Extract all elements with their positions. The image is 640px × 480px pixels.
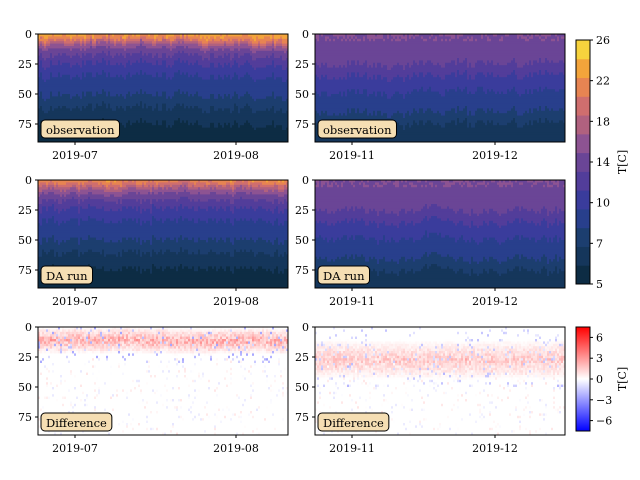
y-tick-label: 25 [295, 351, 309, 364]
plot-frame [314, 33, 566, 143]
panel-bottom-left: 0 25 50 75 2019-07 2019-08 Difference [18, 321, 289, 455]
y-tick-label: 50 [295, 381, 309, 394]
x-tick-label: 2019-08 [213, 149, 259, 162]
y-tick-label: 75 [295, 264, 309, 277]
colorbar-tick-label: −3 [596, 394, 612, 407]
plot-frame [314, 326, 566, 436]
y-tick-label: 0 [302, 321, 309, 334]
x-tick-label: 2019-12 [472, 295, 518, 308]
colorbar-tick-label: 18 [596, 115, 610, 128]
colorbar-segment [576, 190, 590, 210]
y-tick-label: 0 [25, 28, 32, 41]
colorbar-segment [576, 40, 590, 60]
heatmap-cells [315, 327, 565, 435]
colorbar-label: T[C] [616, 150, 629, 174]
x-tick-label: 2019-07 [52, 149, 98, 162]
x-tick-label: 2019-11 [329, 149, 375, 162]
colorbar-segment [576, 265, 590, 285]
colorbar-segment [576, 58, 590, 79]
colorbar-tick-label: 3 [596, 352, 603, 365]
y-tick-label: 50 [18, 88, 32, 101]
temperature-colorbar: 5 7 10 14 18 22 26 T[C] [575, 34, 629, 291]
heatmap-cells [38, 180, 288, 288]
y-tick-label: 25 [18, 351, 32, 364]
colorbar-segment [576, 77, 590, 97]
colorbar-segment [576, 246, 590, 266]
plot-frame [37, 33, 289, 143]
panel-label: observation [40, 119, 120, 139]
colorbar-segment [576, 96, 590, 116]
colorbar-tick-label: 0 [596, 373, 603, 386]
x-tick-label: 2019-12 [472, 442, 518, 455]
colorbar-tick-label: 5 [596, 278, 603, 291]
colorbar-segment [576, 133, 590, 154]
x-tick-label: 2019-08 [213, 442, 259, 455]
panel-middle-right: 0 25 50 75 2019-11 2019-12 DA run [295, 174, 566, 308]
y-tick-label: 0 [25, 174, 32, 187]
x-tick-label: 2019-11 [329, 295, 375, 308]
colorbar-segment [576, 208, 590, 229]
y-tick-label: 75 [18, 118, 32, 131]
x-tick-label: 2019-11 [329, 442, 375, 455]
y-tick-label: 50 [295, 88, 309, 101]
plot-frame [37, 179, 289, 289]
panel-label: DA run [40, 265, 93, 285]
x-tick-label: 2019-07 [52, 295, 98, 308]
y-tick-label: 50 [18, 381, 32, 394]
colorbar-segment [576, 171, 590, 191]
colorbar-tick-label: 6 [596, 331, 603, 344]
panel-label: Difference [40, 412, 113, 432]
colorbar-label: T[C] [616, 367, 629, 391]
panel-bottom-right: 0 25 50 75 2019-11 2019-12 Difference [295, 321, 566, 455]
y-tick-label: 75 [18, 411, 32, 424]
y-tick-label: 75 [18, 264, 32, 277]
colorbar-tick-label: 10 [596, 197, 610, 210]
colorbar-tick-label: 26 [596, 34, 610, 47]
plot-frame [37, 326, 289, 436]
y-tick-label: 50 [295, 234, 309, 247]
x-tick-label: 2019-07 [52, 442, 98, 455]
heatmap-cells [315, 34, 565, 142]
panel-middle-left: 0 25 50 75 2019-07 2019-08 DA run [18, 174, 289, 308]
colorbar-tick-label: 22 [596, 75, 610, 88]
colorbar-segment [576, 115, 590, 135]
colorbar-segment [576, 152, 590, 172]
plot-frame [314, 179, 566, 289]
colorbar-tick-label: 14 [596, 156, 610, 169]
y-tick-label: 0 [302, 28, 309, 41]
y-tick-label: 25 [295, 58, 309, 71]
y-tick-label: 0 [25, 321, 32, 334]
y-tick-label: 75 [295, 118, 309, 131]
x-tick-label: 2019-08 [213, 295, 259, 308]
heatmap-cells [38, 327, 288, 435]
difference-colorbar: 6 3 0 −3 −6 T[C] [575, 326, 629, 432]
y-tick-label: 25 [295, 204, 309, 217]
panel-top-left: 0 25 50 75 2019-07 2019-08 observation [18, 28, 289, 162]
y-tick-label: 50 [18, 234, 32, 247]
panel-label: Difference [317, 412, 390, 432]
y-tick-label: 25 [18, 204, 32, 217]
y-tick-label: 75 [295, 411, 309, 424]
panel-label: observation [317, 119, 397, 139]
y-tick-label: 25 [18, 58, 32, 71]
colorbar-segment [576, 227, 590, 247]
y-tick-label: 0 [302, 174, 309, 187]
colorbar-gradient [575, 326, 591, 432]
panel-label: DA run [317, 265, 370, 285]
colorbar-tick-label: −6 [596, 415, 612, 428]
colorbar-tick-label: 7 [596, 237, 603, 250]
x-tick-label: 2019-12 [472, 149, 518, 162]
panel-top-right: 0 25 50 75 2019-11 2019-12 observation [295, 28, 566, 162]
